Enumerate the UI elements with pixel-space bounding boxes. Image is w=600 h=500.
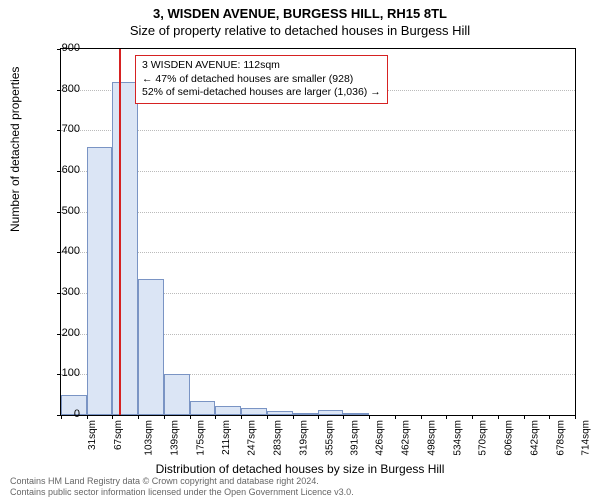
chart-title-main: 3, WISDEN AVENUE, BURGESS HILL, RH15 8TL: [0, 6, 600, 21]
x-tick-label: 534sqm: [452, 420, 463, 456]
histogram-bar: [318, 410, 343, 415]
histogram-bar: [87, 147, 113, 415]
y-tick-label: 200: [50, 327, 80, 339]
x-tick-label: 606sqm: [504, 420, 515, 456]
x-tick-mark: [498, 415, 499, 419]
x-tick-mark: [446, 415, 447, 419]
x-tick-label: 31sqm: [87, 420, 98, 450]
y-tick-label: 400: [50, 245, 80, 257]
x-tick-label: 426sqm: [375, 420, 386, 456]
x-tick-label: 139sqm: [170, 420, 181, 456]
histogram-plot: 3 WISDEN AVENUE: 112sqm← 47% of detached…: [60, 48, 576, 416]
x-tick-label: 678sqm: [555, 420, 566, 456]
x-tick-mark: [549, 415, 550, 419]
x-tick-label: 103sqm: [144, 420, 155, 456]
x-tick-mark: [318, 415, 319, 419]
y-tick-label: 100: [50, 367, 80, 379]
histogram-bar: [293, 413, 319, 415]
y-axis-label: Number of detached properties: [8, 67, 22, 232]
histogram-bar: [215, 406, 241, 415]
histogram-bar: [241, 408, 267, 415]
y-tick-label: 0: [50, 408, 80, 420]
x-tick-mark: [215, 415, 216, 419]
y-tick-label: 500: [50, 205, 80, 217]
annotation-box: 3 WISDEN AVENUE: 112sqm← 47% of detached…: [135, 55, 388, 104]
x-tick-mark: [343, 415, 344, 419]
x-tick-label: 498sqm: [426, 420, 437, 456]
y-tick-label: 600: [50, 164, 80, 176]
x-tick-mark: [421, 415, 422, 419]
x-tick-mark: [524, 415, 525, 419]
x-tick-label: 211sqm: [221, 420, 232, 455]
y-tick-label: 300: [50, 286, 80, 298]
x-tick-label: 391sqm: [350, 420, 361, 456]
y-tick-label: 800: [50, 83, 80, 95]
x-tick-label: 642sqm: [529, 420, 540, 456]
x-tick-mark: [87, 415, 88, 419]
y-tick-label: 700: [50, 123, 80, 135]
x-tick-mark: [369, 415, 370, 419]
histogram-bar: [343, 413, 369, 415]
x-tick-mark: [190, 415, 191, 419]
histogram-bar: [164, 374, 190, 415]
x-tick-label: 319sqm: [298, 420, 309, 456]
footer-line-1: Contains HM Land Registry data © Crown c…: [10, 476, 354, 487]
footer-attribution: Contains HM Land Registry data © Crown c…: [10, 476, 354, 498]
histogram-bar: [190, 401, 216, 415]
histogram-bar: [112, 82, 138, 415]
histogram-bar: [138, 279, 164, 415]
histogram-bar: [267, 411, 293, 415]
x-tick-label: 462sqm: [401, 420, 412, 456]
x-tick-label: 67sqm: [113, 420, 124, 450]
x-tick-label: 175sqm: [196, 420, 207, 456]
x-tick-label: 355sqm: [324, 420, 335, 456]
x-tick-mark: [267, 415, 268, 419]
x-tick-label: 570sqm: [478, 420, 489, 456]
chart-title-sub: Size of property relative to detached ho…: [0, 23, 600, 38]
x-tick-label: 283sqm: [273, 420, 284, 456]
x-tick-mark: [241, 415, 242, 419]
x-tick-label: 247sqm: [247, 420, 258, 456]
x-tick-mark: [472, 415, 473, 419]
x-tick-mark: [138, 415, 139, 419]
x-axis-label: Distribution of detached houses by size …: [0, 462, 600, 476]
x-tick-mark: [395, 415, 396, 419]
y-tick-label: 900: [50, 42, 80, 54]
footer-line-2: Contains public sector information licen…: [10, 487, 354, 498]
x-tick-mark: [112, 415, 113, 419]
annotation-line: 52% of semi-detached houses are larger (…: [142, 86, 381, 100]
x-tick-mark: [293, 415, 294, 419]
x-tick-label: 714sqm: [581, 420, 592, 456]
x-tick-mark: [575, 415, 576, 419]
annotation-line: ← 47% of detached houses are smaller (92…: [142, 73, 381, 87]
annotation-line: 3 WISDEN AVENUE: 112sqm: [142, 59, 381, 73]
property-marker-line: [119, 49, 121, 415]
x-tick-mark: [164, 415, 165, 419]
